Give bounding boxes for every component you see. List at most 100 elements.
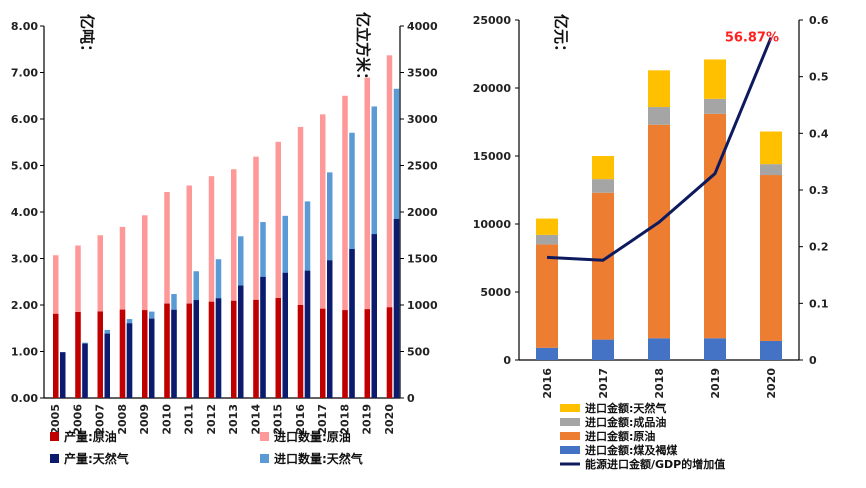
bar-oil-production <box>97 311 103 398</box>
bar-oil-production <box>119 309 126 398</box>
bar-- <box>704 113 726 339</box>
right-y-tick-label-2: 0.2 <box>809 241 829 254</box>
x-tick-label: 2020 <box>383 404 396 435</box>
x-tick-label: 2019 <box>361 404 374 435</box>
bar-gas-production <box>149 318 155 398</box>
left-y-tick-label-2: 0 <box>503 354 511 367</box>
right-y-tick-label: 1500 <box>407 253 438 266</box>
legend-label: 进口数量:天然气 <box>274 451 363 466</box>
bar-oil-import <box>208 176 215 398</box>
left-y-tick-label: 2.00 <box>11 299 38 312</box>
bar-gas-production <box>304 270 311 398</box>
right-axis-unit-label: 亿立方米： <box>354 12 372 87</box>
right-y-tick-label: 1000 <box>407 299 438 312</box>
bar-oil-import <box>186 185 192 398</box>
bar-oil-production <box>53 313 59 398</box>
right-y-tick-label-2: 0.4 <box>809 127 829 140</box>
x-tick-label: 2006 <box>71 404 84 435</box>
bar-gas-production <box>349 249 355 398</box>
right-y-tick-label: 4000 <box>407 20 438 33</box>
bar-- <box>536 244 558 348</box>
bar-oil-production <box>364 309 370 398</box>
legend-label-2: 进口金额:煤及褐煤 <box>585 443 678 457</box>
x-tick-label: 2012 <box>205 404 218 435</box>
x-tick-label: 2010 <box>160 404 173 435</box>
bar-oil-import <box>253 156 259 398</box>
right-y-tick-label-2: 0.5 <box>809 71 829 84</box>
left-y-tick-label: 1.00 <box>11 346 38 359</box>
right-y-tick-label: 2500 <box>407 160 438 173</box>
bar-gas-production <box>60 352 66 398</box>
x-tick-label-2: 2016 <box>541 368 554 399</box>
bar-- <box>704 98 726 114</box>
right-y-tick-label: 0 <box>407 392 415 405</box>
bar-- <box>536 234 558 245</box>
left-y-tick-label-2: 20000 <box>473 82 512 95</box>
left-y-tick-label: 6.00 <box>11 113 38 126</box>
x-tick-label-2: 2019 <box>709 368 722 399</box>
bar-oil-production <box>275 298 281 398</box>
bar-oil-import <box>297 126 304 398</box>
chart-energy-import-value: 亿元： 0 5000 10000 15000 20000 25000 0 0.1 0.2 0.3… <box>473 14 829 471</box>
legend-label-2: 进口金额:天然气 <box>585 401 666 415</box>
x-tick-label: 2009 <box>138 404 151 435</box>
bar-- <box>592 156 614 180</box>
bar-- <box>648 70 670 108</box>
right-y-tick-label-2: 0.1 <box>809 297 829 310</box>
left-y-tick-label: 7.00 <box>11 67 38 80</box>
bar-- <box>536 347 558 360</box>
x-tick-label: 2016 <box>294 404 307 435</box>
bar-oil-import <box>164 192 170 398</box>
bar-- <box>704 338 726 360</box>
left-axis-unit-label-2: 亿元： <box>552 14 570 59</box>
legend-label: 产量:天然气 <box>64 451 129 466</box>
bar-gas-production <box>171 309 177 398</box>
x-tick-label: 2014 <box>249 404 262 435</box>
bar-oil-production <box>342 310 348 398</box>
x-tick-label: 2018 <box>338 404 351 435</box>
bar-- <box>648 338 670 360</box>
x-tick-label: 2011 <box>183 404 196 435</box>
legend-swatch-2 <box>560 404 580 412</box>
left-y-tick-label-2: 5000 <box>480 286 511 299</box>
left-y-tick-label: 4.00 <box>11 206 38 219</box>
bar-oil-import <box>275 141 281 398</box>
bar-- <box>760 175 782 341</box>
x-tick-label: 2005 <box>49 404 62 435</box>
left-y-tick-label-2: 10000 <box>473 218 512 231</box>
bar-oil-production <box>208 301 215 398</box>
x-tick-label: 2013 <box>227 404 240 435</box>
left-y-tick-label: 3.00 <box>11 253 38 266</box>
bar-oil-production <box>186 303 192 398</box>
bar-oil-import <box>364 77 370 399</box>
legend-swatch-2 <box>560 446 580 454</box>
x-tick-label: 2007 <box>94 404 107 435</box>
bar-gas-production <box>126 323 133 398</box>
right-y-tick-label: 500 <box>407 346 430 359</box>
bar-oil-import <box>386 55 393 399</box>
x-tick-label: 2015 <box>272 404 285 435</box>
left-y-tick-label: 0.00 <box>11 392 38 405</box>
bar-oil-production <box>320 308 326 398</box>
x-tick-label-2: 2018 <box>653 368 666 399</box>
bar-gas-production <box>193 300 199 398</box>
legend-swatch-2 <box>560 432 580 440</box>
bar-- <box>648 124 670 339</box>
bar-gas-production <box>282 272 288 398</box>
left-y-tick-label: 5.00 <box>11 160 38 173</box>
bar-oil-production <box>164 303 170 398</box>
bar-gas-production <box>104 333 110 398</box>
bar-oil-import <box>142 215 148 398</box>
right-y-tick-label-2: 0.3 <box>809 184 829 197</box>
left-y-tick-label-2: 15000 <box>473 150 512 163</box>
legend-label-2: 进口金额:原油 <box>585 429 655 443</box>
bar-oil-production <box>231 300 237 398</box>
bar-gas-production <box>238 285 244 398</box>
legend-swatch <box>260 454 269 463</box>
bar-gas-production <box>260 276 266 398</box>
bar-- <box>592 339 614 360</box>
left-y-tick-label: 8.00 <box>11 20 38 33</box>
bar-- <box>760 340 782 360</box>
right-y-tick-label-2: 0 <box>809 354 817 367</box>
